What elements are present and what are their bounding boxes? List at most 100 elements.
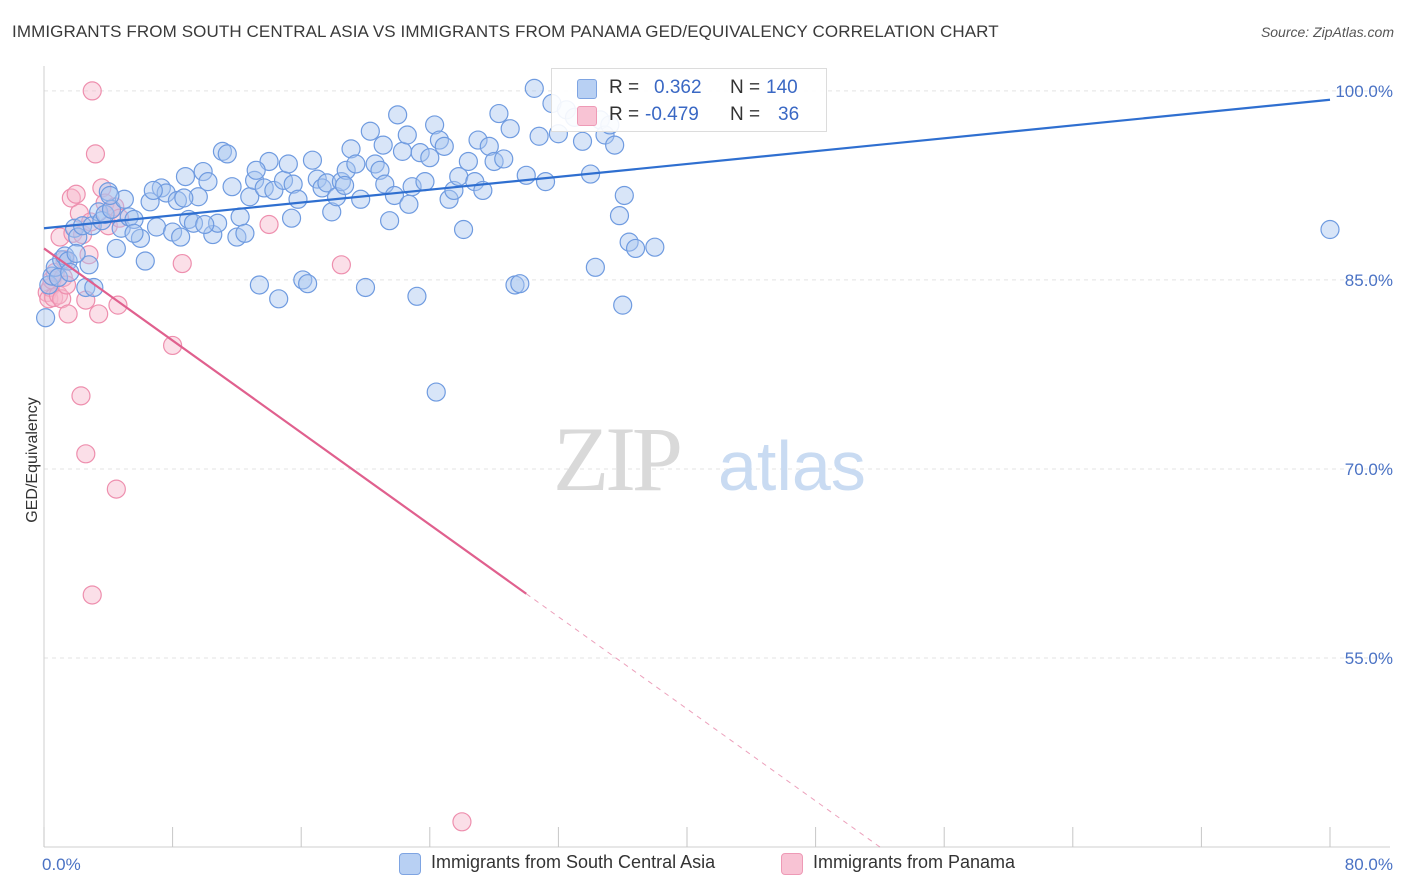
x-tick-label: 80.0% <box>1345 855 1393 874</box>
point-south-central-asia <box>425 115 445 135</box>
point-panama <box>82 81 102 101</box>
y-tick-label: 85.0% <box>1345 271 1393 290</box>
point-south-central-asia <box>373 135 393 155</box>
point-panama <box>89 304 109 324</box>
stats-legend: R = 0.362 N = 140 R = -0.479 N = 36 <box>551 68 827 132</box>
point-south-central-asia <box>399 194 419 214</box>
point-south-central-asia <box>625 238 646 259</box>
point-south-central-asia <box>380 211 400 231</box>
series-south-central-asia-points <box>36 78 1340 402</box>
legend-swatch-blue <box>399 853 421 875</box>
point-panama <box>172 253 192 274</box>
point-south-central-asia <box>605 135 625 155</box>
grid <box>44 90 1390 659</box>
point-south-central-asia <box>410 143 430 163</box>
point-panama <box>452 812 472 832</box>
point-south-central-asia <box>79 255 99 275</box>
point-south-central-asia <box>174 188 194 208</box>
legend-r-value: -0.479 <box>645 104 699 125</box>
legend-swatch-blue <box>577 79 597 99</box>
tick-labels: 100.0% 85.0% 70.0% 55.0% 0.0% 80.0% <box>42 82 1393 874</box>
point-south-central-asia <box>420 148 440 168</box>
watermark-zip: ZIP <box>553 408 680 510</box>
point-south-central-asia <box>302 150 323 170</box>
watermark: ZIP atlas <box>553 408 866 510</box>
point-south-central-asia <box>397 125 417 145</box>
legend-r-label: R = <box>609 104 640 125</box>
legend-n-label: N = <box>730 77 761 98</box>
point-south-central-asia <box>283 174 303 194</box>
point-south-central-asia <box>130 228 151 248</box>
y-tick-label: 100.0% <box>1335 82 1393 101</box>
point-south-central-asia <box>609 206 630 226</box>
point-panama <box>76 444 96 464</box>
point-south-central-asia <box>388 105 408 125</box>
point-south-central-asia <box>458 151 478 172</box>
legend-item-label: Immigrants from Panama <box>813 852 1016 872</box>
point-south-central-asia <box>281 208 302 228</box>
point-south-central-asia <box>84 277 104 298</box>
point-south-central-asia <box>175 166 196 187</box>
point-south-central-asia <box>341 139 361 159</box>
point-south-central-asia <box>278 154 298 174</box>
series-legend: Immigrants from South Central Asia Immig… <box>0 850 1406 878</box>
legend-row-panama: R = -0.479 N = 36 <box>552 102 826 128</box>
point-south-central-asia <box>249 275 270 295</box>
watermark-atlas: atlas <box>718 427 866 505</box>
point-south-central-asia <box>140 192 160 212</box>
point-panama <box>163 335 183 356</box>
point-south-central-asia <box>510 274 530 294</box>
y-axis-label: GED/Equivalency <box>24 397 41 522</box>
point-south-central-asia <box>572 131 593 151</box>
point-panama <box>85 144 106 164</box>
point-south-central-asia <box>143 180 163 201</box>
point-south-central-asia <box>1320 219 1340 240</box>
point-south-central-asia <box>434 136 454 156</box>
point-south-central-asia <box>489 103 509 124</box>
legend-n-label: N = <box>730 104 761 125</box>
point-south-central-asia <box>535 172 556 192</box>
point-south-central-asia <box>479 136 499 156</box>
point-south-central-asia <box>426 382 446 402</box>
point-south-central-asia <box>415 172 435 192</box>
point-south-central-asia <box>68 227 88 247</box>
point-south-central-asia <box>198 172 218 192</box>
point-south-central-asia <box>203 224 223 245</box>
point-south-central-asia <box>100 185 120 206</box>
point-south-central-asia <box>188 187 208 207</box>
point-south-central-asia <box>66 243 86 264</box>
point-south-central-asia <box>135 251 155 271</box>
point-south-central-asia <box>529 126 549 146</box>
legend-item-label: Immigrants from South Central Asia <box>431 852 716 872</box>
point-south-central-asia <box>171 227 191 247</box>
point-south-central-asia <box>322 202 342 222</box>
point-south-central-asia <box>335 175 355 196</box>
legend-r-value: 0.362 <box>654 77 702 98</box>
legend-row-south-central-asia: R = 0.362 N = 140 <box>552 75 826 101</box>
point-south-central-asia <box>95 204 115 224</box>
point-panama <box>331 255 351 275</box>
point-south-central-asia <box>585 257 605 277</box>
point-south-central-asia <box>106 238 126 259</box>
point-south-central-asia <box>384 185 405 206</box>
point-south-central-asia <box>331 172 351 192</box>
point-panama <box>106 479 126 499</box>
point-south-central-asia <box>230 207 250 227</box>
legend-swatch-pink <box>781 853 803 875</box>
axes <box>43 66 1390 848</box>
point-south-central-asia <box>235 223 255 243</box>
point-south-central-asia <box>246 160 266 180</box>
trend-line-panama <box>43 247 527 595</box>
legend-n-value: 140 <box>766 77 798 98</box>
point-panama <box>58 304 78 324</box>
point-south-central-asia <box>500 119 520 139</box>
point-south-central-asia <box>468 130 488 150</box>
point-south-central-asia <box>613 295 633 315</box>
point-panama <box>71 386 91 406</box>
point-south-central-asia <box>288 189 308 209</box>
legend-swatch-pink <box>577 106 597 126</box>
point-south-central-asia <box>473 180 493 201</box>
point-south-central-asia <box>351 189 371 209</box>
point-south-central-asia <box>392 141 413 161</box>
x-tick-label: 0.0% <box>42 855 81 874</box>
